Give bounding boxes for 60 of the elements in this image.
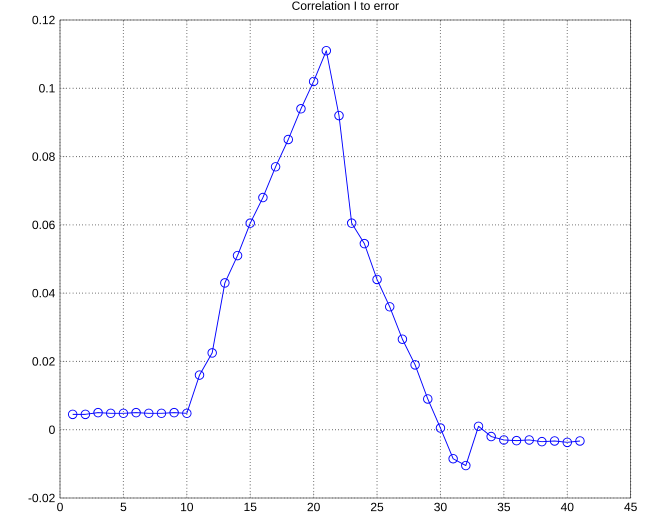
chart-title: Correlation I to error (292, 1, 399, 10)
y-tick-label: 0.04 (32, 288, 55, 298)
y-tick-label: 0.1 (39, 84, 55, 93)
point (486, 432, 496, 442)
y-tick-label: 0.02 (32, 357, 55, 366)
point (308, 76, 318, 86)
x-tick-label: 20 (308, 502, 320, 512)
point (334, 110, 344, 120)
point (575, 436, 585, 446)
point (398, 334, 408, 344)
point (296, 104, 306, 114)
x-tick-label: 0 (57, 502, 63, 512)
y-tick-label: 0.12 (32, 16, 55, 24)
point (346, 218, 356, 228)
point (423, 394, 433, 404)
point (220, 278, 230, 288)
point (194, 370, 204, 380)
x-tick-label: 35 (498, 502, 510, 512)
x-tick-label: 45 (624, 502, 637, 512)
point (169, 408, 179, 418)
x-tick-label: 5 (120, 502, 126, 512)
point (499, 435, 509, 445)
point (372, 274, 382, 284)
y-tick-label: 0.08 (32, 152, 55, 161)
point (106, 408, 116, 418)
x-tick-label: 15 (244, 502, 256, 512)
point (436, 423, 446, 433)
point (182, 408, 192, 418)
point (550, 436, 560, 446)
point (524, 435, 534, 445)
point (131, 408, 141, 418)
point (474, 422, 484, 432)
point (68, 410, 78, 420)
y-tick-label: 0.06 (32, 220, 55, 230)
point (448, 454, 458, 464)
x-tick-label: 30 (434, 502, 447, 512)
point (384, 302, 394, 312)
point (93, 408, 103, 418)
x-tick-label: 40 (560, 502, 574, 512)
point (360, 238, 370, 248)
point (258, 192, 268, 202)
point (562, 438, 572, 448)
y-tick-label: 0 (49, 425, 55, 434)
point (80, 410, 90, 420)
point (410, 360, 420, 370)
point (156, 408, 166, 418)
point (322, 46, 332, 56)
point (270, 162, 280, 172)
point (284, 134, 294, 144)
point (537, 436, 547, 446)
point (245, 218, 255, 228)
point (461, 460, 471, 470)
point (232, 250, 242, 260)
y-tick-label: -0.02 (28, 494, 55, 502)
point (512, 436, 522, 446)
point (144, 408, 154, 418)
point (207, 348, 217, 358)
point (118, 408, 128, 418)
x-tick-label: 10 (181, 502, 194, 512)
x-tick-label: 25 (370, 502, 384, 512)
